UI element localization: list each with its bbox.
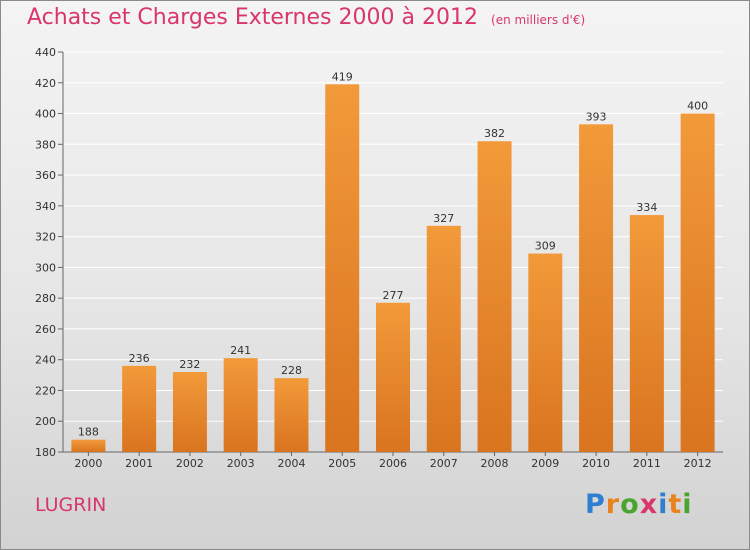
x-tick-label: 2002 [176, 457, 204, 470]
bar [71, 439, 106, 452]
x-tick-label: 2011 [633, 457, 661, 470]
bar [223, 358, 258, 452]
y-tick-label: 440 [35, 46, 56, 59]
y-tick-label: 340 [35, 200, 56, 213]
brand-logo-letter: o [620, 489, 640, 520]
bar [376, 302, 410, 452]
bar [629, 215, 664, 452]
y-tick-label: 240 [35, 354, 56, 367]
y-tick-label: 400 [35, 108, 56, 121]
x-tick-label: 2001 [125, 457, 153, 470]
bar-value-label: 277 [383, 289, 404, 302]
brand-logo-letter: x [639, 489, 659, 520]
bar [579, 124, 614, 453]
y-tick-label: 320 [35, 231, 56, 244]
bar-value-label: 393 [586, 110, 607, 123]
bar [477, 141, 512, 452]
x-tick-label: 2005 [328, 457, 356, 470]
bar-value-label: 236 [129, 352, 150, 365]
y-tick-label: 260 [35, 323, 56, 336]
y-tick-label: 300 [35, 261, 56, 274]
location-label: LUGRIN [35, 494, 107, 516]
x-tick-label: 2008 [481, 457, 509, 470]
y-tick-label: 280 [35, 292, 56, 305]
y-tick-label: 180 [35, 446, 56, 459]
bar-value-label: 400 [687, 100, 708, 113]
bar [122, 365, 157, 452]
bar-value-label: 334 [636, 201, 657, 214]
bar-value-label: 188 [78, 426, 99, 439]
x-tick-label: 2010 [582, 457, 610, 470]
brand-logo-letter: i [682, 489, 693, 520]
bar-value-label: 419 [332, 70, 353, 83]
y-tick-label: 420 [35, 77, 56, 90]
brand-logo-letter: i [658, 489, 669, 520]
bar-value-label: 241 [230, 344, 251, 357]
y-tick-label: 200 [35, 415, 56, 428]
bar [528, 253, 563, 452]
chart-unit-label: (en milliers d'€) [491, 13, 586, 27]
bar [325, 84, 360, 453]
x-tick-label: 2004 [277, 457, 305, 470]
bar-value-label: 327 [433, 212, 454, 225]
x-tick-label: 2012 [684, 457, 712, 470]
bar-value-label: 382 [484, 127, 505, 140]
brand-logo-letter: r [605, 489, 621, 520]
chart-title: Achats et Charges Externes 2000 à 2012 (… [27, 5, 585, 30]
bar [172, 372, 207, 452]
y-tick-label: 380 [35, 138, 56, 151]
bar-value-label: 228 [281, 364, 302, 377]
x-tick-label: 2000 [74, 457, 102, 470]
y-tick-label: 360 [35, 169, 56, 182]
bar-value-label: 309 [535, 240, 556, 253]
chart-title-text: Achats et Charges Externes 2000 à 2012 [27, 5, 478, 30]
brand-logo-letter: t [668, 489, 683, 520]
bar [274, 378, 309, 452]
bar [426, 225, 461, 452]
x-tick-label: 2007 [430, 457, 458, 470]
x-tick-label: 2006 [379, 457, 407, 470]
brand-logo-letter: P [585, 489, 606, 520]
bar [680, 113, 715, 453]
x-tick-label: 2009 [531, 457, 559, 470]
y-tick-label: 220 [35, 384, 56, 397]
x-tick-label: 2003 [227, 457, 255, 470]
brand-logo: Proxiti [585, 489, 693, 520]
bar-value-label: 232 [179, 358, 200, 371]
